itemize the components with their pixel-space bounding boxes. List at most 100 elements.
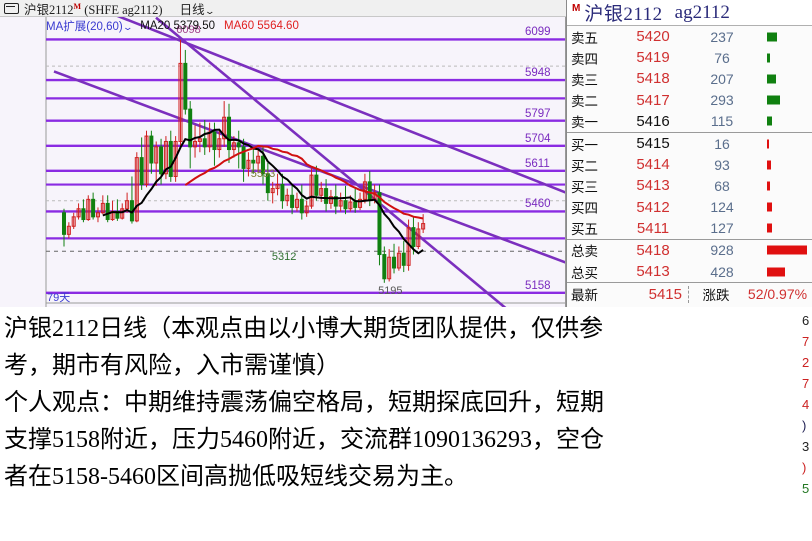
- bid-row[interactable]: 买一 5415 16: [567, 133, 812, 154]
- main-contract-tag: M: [73, 1, 82, 11]
- volume-bar: [767, 223, 772, 233]
- level-price: 5417: [636, 91, 670, 109]
- level-volume: 93: [714, 156, 730, 173]
- price-level-label: 5158: [525, 279, 551, 292]
- edge-digit: ): [802, 460, 807, 475]
- level-label: 卖二: [571, 94, 598, 110]
- window-menu-icon[interactable]: [4, 2, 19, 14]
- period-label: 日线: [179, 2, 205, 17]
- level-volume: 124: [710, 199, 734, 216]
- level-volume: 293: [710, 92, 734, 109]
- ma60-value: MA60 5564.60: [224, 19, 299, 32]
- bid-row[interactable]: 买三 5413 68: [567, 175, 812, 196]
- bid-row[interactable]: 买五 5411 127: [567, 218, 812, 239]
- level-price: 5419: [636, 49, 670, 67]
- instrument-title[interactable]: 沪银2112M (SHFE ag2112): [24, 0, 163, 18]
- cut-off-edge-digits: 6 7 2 7 4) 3) 5: [802, 310, 812, 500]
- level-volume: 928: [710, 242, 734, 259]
- ask-row[interactable]: 卖二 5417 293: [567, 90, 812, 111]
- instrument-exchange-code: (SHFE ag2112): [84, 2, 163, 17]
- level-label: 总买: [571, 265, 598, 281]
- level-label: 买五: [571, 222, 598, 238]
- volume-bar: [767, 95, 780, 105]
- volume-bar-cell: [755, 175, 812, 196]
- edge-digit: 3: [802, 439, 810, 454]
- volume-bar: [767, 53, 770, 63]
- price-level-label: 5797: [525, 107, 551, 120]
- indicator-selector[interactable]: MA扩展(20,60)⌄: [46, 18, 134, 34]
- level-label: 卖五: [571, 30, 598, 46]
- chevron-down-icon: ⌄: [121, 21, 134, 32]
- price-level-label: 5460: [525, 198, 551, 211]
- total-row[interactable]: 总买 5413 428: [567, 261, 812, 282]
- volume-bar: [767, 267, 785, 277]
- chart-canvas: [0, 17, 565, 307]
- chevron-down-icon: ⌄: [203, 5, 216, 16]
- ask-row[interactable]: 卖三 5418 207: [567, 68, 812, 89]
- total-row[interactable]: 总卖 5418 928: [567, 240, 812, 261]
- indicator-name: MA扩展(20,60): [46, 20, 123, 33]
- change-label: 涨跌: [702, 288, 730, 304]
- level-price: 5416: [636, 112, 670, 130]
- level-label: 买二: [571, 158, 598, 174]
- level-label: 卖四: [571, 51, 598, 67]
- ma20-value: MA20 5379.50: [140, 19, 216, 32]
- volume-bar-cell: [755, 26, 812, 47]
- edge-digit: 6: [802, 313, 810, 328]
- level-label: 卖三: [571, 72, 598, 88]
- volume-bar: [767, 74, 776, 84]
- chart-window-titlebar: 沪银2112M (SHFE ag2112) 日线⌄: [0, 0, 566, 17]
- quote-instrument-code: ag2112: [674, 1, 730, 23]
- bid-row[interactable]: 买二 5414 93: [567, 154, 812, 175]
- price-level-label: 5704: [525, 132, 551, 145]
- volume-bar-cell: [755, 90, 812, 111]
- quote-instrument-name: 沪银2112: [584, 4, 663, 25]
- volume-bar: [767, 181, 770, 191]
- level-label: 总卖: [571, 244, 598, 260]
- volume-bar-cell: [755, 240, 812, 261]
- commentary-line: 沪银2112日线（本观点由以小博大期货团队提供，仅供参: [4, 316, 604, 342]
- candlestick-chart-panel[interactable]: 60005500 79天: [0, 17, 566, 307]
- main-contract-tag: M: [572, 3, 581, 14]
- order-book-header: M 沪银2112 ag2112: [567, 0, 812, 26]
- ask-row[interactable]: 卖四 5419 76: [567, 47, 812, 68]
- commentary-line: 考，期市有风险，入市需谨慎）: [4, 353, 340, 379]
- change-value: 52/0.97%: [747, 286, 808, 303]
- edge-digit: 2: [802, 355, 810, 370]
- level-price: 5413: [636, 263, 670, 281]
- level-label: 买四: [571, 201, 598, 217]
- volume-bar: [767, 202, 772, 212]
- level-price: 5418: [636, 70, 670, 88]
- ma-indicator-legend: MA扩展(20,60)⌄ MA20 5379.50 MA60 5564.60: [46, 18, 299, 33]
- total-rows: 总卖 5418 928 总买 5413 428: [567, 238, 812, 282]
- price-level-label: 5611: [525, 157, 550, 170]
- bid-row[interactable]: 买四 5412 124: [567, 197, 812, 218]
- level-volume: 68: [714, 177, 730, 194]
- level-price: 5420: [636, 28, 670, 46]
- instrument-name: 沪银2112: [24, 2, 74, 17]
- commentary-line: 个人观点：中期维持震荡偏空格局，短期探底回升，短期: [4, 390, 604, 416]
- volume-bar: [767, 139, 769, 149]
- bid-rows: 买一 5415 16 买二 5414 93 买三 5413 68 买四 5412 124 买五 5411 1…: [567, 131, 812, 239]
- ask-row[interactable]: 卖五 5420 237: [567, 26, 812, 47]
- ask-rows: 卖五 5420 237 卖四 5419 76 卖三 5418 207 卖二 5417 293 卖一 541…: [567, 26, 812, 132]
- visible-bars-label: 79天: [47, 292, 71, 304]
- edge-digit: 7: [802, 334, 810, 349]
- edge-digit: ): [802, 418, 807, 433]
- level-volume: 127: [710, 220, 734, 237]
- level-price: 5411: [636, 219, 670, 237]
- analysis-commentary: 沪银2112日线（本观点由以小博大期货团队提供，仅供参 考，期市有风险，入市需谨慎…: [0, 307, 812, 541]
- volume-bar-cell: [755, 47, 812, 68]
- level-price: 5415: [636, 135, 670, 153]
- edge-digit: 4: [802, 397, 810, 412]
- ask-row[interactable]: 卖一 5416 115: [567, 111, 812, 132]
- commentary-line: 者在5158-5460区间高抛低吸短线交易为主。: [4, 464, 468, 490]
- last-price-label: 最新: [571, 288, 598, 304]
- volume-bar-cell: [755, 68, 812, 89]
- volume-bar-cell: [755, 261, 812, 282]
- order-book-panel: M 沪银2112 ag2112 卖五 5420 237 卖四 5419 76 卖三 5418 2…: [566, 0, 812, 307]
- period-selector[interactable]: 日线⌄: [179, 0, 216, 18]
- chart-annotation: 6098: [176, 23, 201, 36]
- volume-bar: [767, 32, 777, 42]
